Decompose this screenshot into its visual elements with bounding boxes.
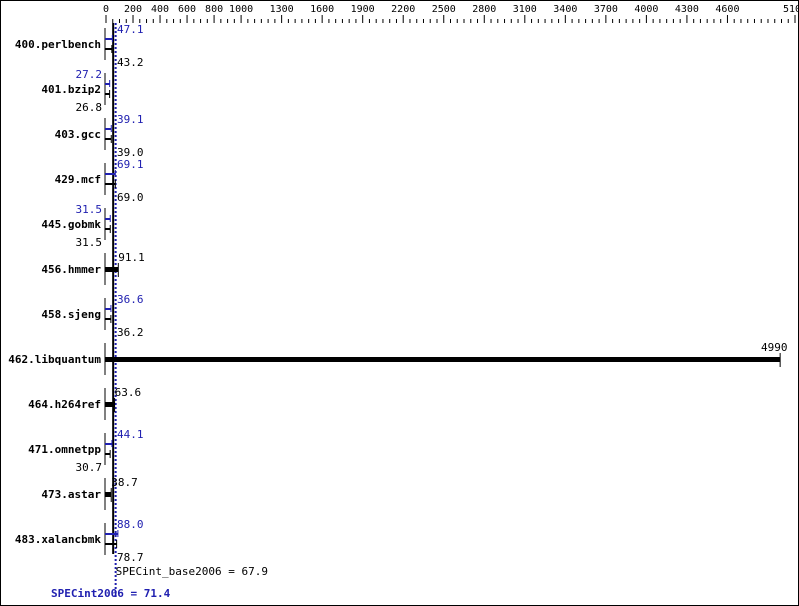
peak-value-label: 44.1 [117, 428, 144, 441]
x-tick-label: 1300 [270, 4, 294, 15]
base-bar [105, 138, 112, 140]
x-tick-label: 3100 [513, 4, 537, 15]
x-tick-label: 400 [151, 4, 169, 15]
base-value-label: 31.5 [76, 236, 103, 249]
peak-bar [105, 38, 113, 40]
peak-bar [105, 218, 111, 220]
peak-value-label: 39.1 [117, 113, 144, 126]
x-tick-label: 800 [205, 4, 223, 15]
benchmark-label: 403.gcc [55, 128, 101, 141]
x-tick-label: 2800 [472, 4, 496, 15]
x-tick-label: 1600 [310, 4, 334, 15]
base-mean-label: SPECint_base2006 = 67.9 [116, 565, 268, 578]
x-tick-label: 2200 [391, 4, 415, 15]
peak-bar [105, 443, 112, 445]
base-bar [105, 357, 781, 362]
benchmark-label: 458.sjeng [41, 308, 101, 321]
base-bar [105, 318, 111, 320]
base-value-label: 43.2 [117, 56, 144, 69]
base-value-label: 39.0 [117, 146, 144, 159]
x-tick-label: 1900 [351, 4, 375, 15]
peak-bar [105, 173, 116, 175]
benchmark-label: 483.xalancbmk [15, 533, 101, 546]
benchmark-label: 473.astar [41, 488, 101, 501]
x-tick-label: 3700 [594, 4, 618, 15]
peak-value-label: 88.0 [117, 518, 144, 531]
x-tick-label: 4000 [634, 4, 658, 15]
peak-bar [105, 83, 110, 85]
peak-bar [105, 308, 111, 310]
x-tick-label: 1000 [229, 4, 253, 15]
peak-value-label: 69.1 [117, 158, 144, 171]
x-tick-label: 2500 [432, 4, 456, 15]
base-bar [105, 93, 110, 95]
base-bar [105, 48, 112, 50]
benchmark-label: 429.mcf [55, 173, 101, 186]
base-value-label: 78.7 [117, 551, 144, 564]
benchmark-label: 400.perlbench [15, 38, 101, 51]
base-value-label: 63.6 [115, 386, 141, 399]
benchmark-label: 471.omnetpp [28, 443, 101, 456]
x-tick-label: 4300 [675, 4, 699, 15]
base-value-label: 4990 [761, 341, 788, 354]
base-bar [105, 267, 119, 272]
base-value-label: 30.7 [76, 461, 103, 474]
x-tick-label: 3400 [553, 4, 577, 15]
base-bar [105, 183, 116, 185]
base-value-label: 38.7 [111, 476, 138, 489]
peak-value-label: 31.5 [76, 203, 103, 216]
base-bar [105, 402, 115, 407]
peak-bar [105, 128, 112, 130]
peak-value-label: 47.1 [117, 23, 144, 36]
benchmark-label: 445.gobmk [41, 218, 101, 231]
base-value-label: 36.2 [117, 326, 144, 339]
x-tick-label: 5100 [783, 4, 798, 15]
benchmark-label: 456.hmmer [41, 263, 101, 276]
base-value-label: 69.0 [117, 191, 144, 204]
peak-bar [105, 533, 118, 535]
base-bar [105, 453, 111, 455]
base-value-label: 26.8 [76, 101, 103, 114]
peak-mean-label: SPECint2006 = 71.4 [51, 587, 171, 600]
benchmark-label: 401.bzip2 [41, 83, 101, 96]
base-bar [105, 543, 117, 545]
base-bar [105, 492, 112, 497]
peak-value-label: 27.2 [76, 68, 103, 81]
x-tick-label: 0 [103, 4, 109, 15]
x-tick-label: 4600 [715, 4, 739, 15]
benchmark-label: 464.h264ref [28, 398, 101, 411]
base-bar [105, 228, 111, 230]
x-tick-label: 200 [124, 4, 142, 15]
x-tick-label: 600 [178, 4, 196, 15]
benchmark-label: 462.libquantum [8, 353, 101, 366]
peak-value-label: 36.6 [117, 293, 144, 306]
base-value-label: 91.1 [118, 251, 145, 264]
